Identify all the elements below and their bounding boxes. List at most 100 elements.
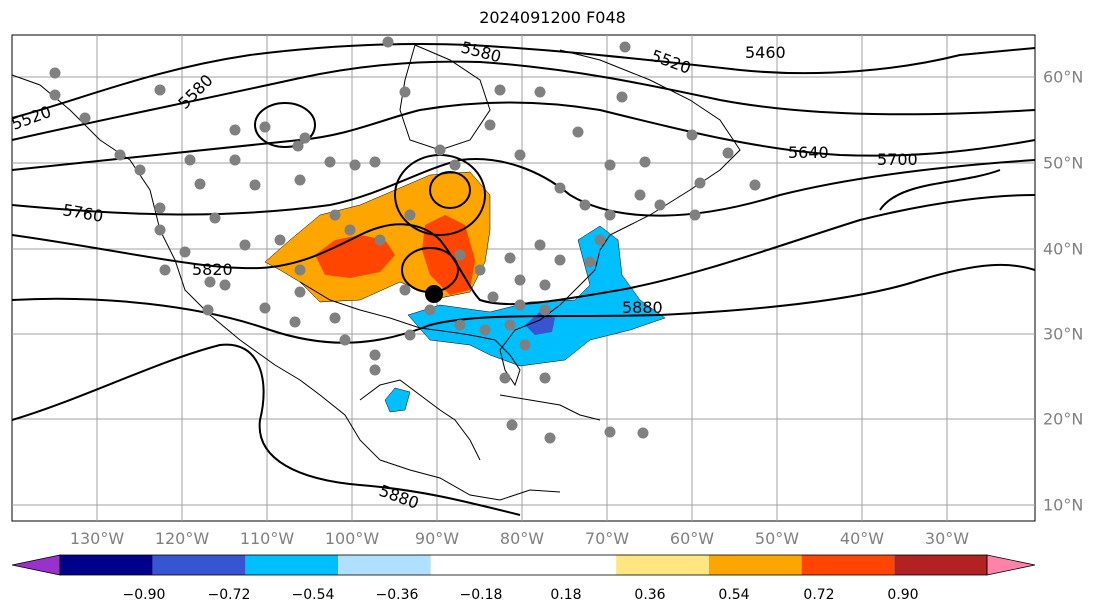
station-dot	[554, 182, 566, 194]
station-dot	[539, 304, 551, 316]
station-dot	[374, 234, 386, 246]
station-dot	[324, 156, 336, 168]
station-dot	[154, 224, 166, 236]
colorbar-tick-label: −0.18	[459, 587, 503, 603]
station-dot	[399, 86, 411, 98]
station-dot	[514, 274, 526, 286]
station-dot	[689, 209, 701, 221]
station-dot	[259, 121, 271, 133]
station-dot	[694, 177, 706, 189]
lat-label: 50°N	[1043, 153, 1084, 173]
colorbar-tick-label: 0.54	[718, 587, 750, 603]
station-dot	[114, 149, 126, 161]
station-dot	[534, 239, 546, 251]
lat-label: 40°N	[1043, 239, 1084, 259]
station-dot	[554, 254, 566, 266]
storm-center-marker	[425, 285, 443, 303]
station-dot	[484, 119, 496, 131]
station-dot	[159, 264, 171, 276]
colorbar-tick-label: −0.72	[207, 587, 251, 603]
station-dot	[634, 189, 646, 201]
contour-label: 5460	[745, 43, 786, 62]
lon-label: 30°W	[924, 529, 970, 548]
station-dot	[604, 426, 616, 438]
station-dot	[604, 209, 616, 221]
station-dot	[294, 264, 306, 276]
station-dot	[424, 304, 436, 316]
colorbar-tick-label: −0.90	[122, 587, 166, 603]
station-dot	[594, 234, 606, 246]
lat-label: 60°N	[1043, 67, 1084, 87]
station-dot	[506, 419, 518, 431]
station-dot	[209, 212, 221, 224]
station-dot	[454, 319, 466, 331]
station-dot	[79, 112, 91, 124]
station-dot	[274, 234, 286, 246]
station-dot	[749, 179, 761, 191]
station-dot	[259, 302, 271, 314]
station-dot	[499, 372, 511, 384]
colorbar-tick-label: −0.36	[375, 587, 419, 603]
lon-label: 100°W	[324, 529, 380, 548]
station-dot	[474, 264, 486, 276]
anomaly-core-west	[315, 235, 395, 278]
station-dot	[534, 86, 546, 98]
station-dot	[299, 132, 311, 144]
height-contours	[11, 42, 1036, 516]
colorbar-tick-label: 0.72	[803, 587, 835, 603]
station-dot	[637, 427, 649, 439]
station-dot	[49, 67, 61, 79]
station-dot	[722, 147, 734, 159]
lon-label: 80°W	[499, 529, 545, 548]
station-dot	[204, 276, 216, 288]
lon-label: 90°W	[414, 529, 460, 548]
station-dot	[329, 312, 341, 324]
station-dot	[616, 91, 628, 103]
station-dot	[239, 239, 251, 251]
station-dot	[349, 159, 361, 171]
station-dot	[202, 304, 214, 316]
station-dot	[179, 246, 191, 258]
contour-label: 5820	[192, 260, 233, 279]
lon-label: 110°W	[239, 529, 295, 548]
lon-label: 130°W	[69, 529, 125, 548]
station-dot	[154, 202, 166, 214]
lat-label: 20°N	[1043, 409, 1084, 429]
contour-label: 5700	[877, 150, 918, 169]
anomaly-negative-gulf	[384, 387, 411, 413]
station-dot	[294, 286, 306, 298]
station-dot	[619, 41, 631, 53]
station-dot	[369, 349, 381, 361]
contour-label: 5640	[788, 143, 829, 162]
station-dot	[572, 126, 584, 138]
station-dot	[544, 432, 556, 444]
station-dot	[604, 159, 616, 171]
lon-label: 50°W	[754, 529, 800, 548]
station-dot	[184, 154, 196, 166]
colorbar-tick-label: 0.18	[550, 587, 582, 603]
station-dot	[229, 154, 241, 166]
contour-label: 5880	[622, 298, 663, 317]
station-dot	[454, 249, 466, 261]
station-dot	[382, 36, 394, 48]
station-dot	[219, 279, 231, 291]
station-dot	[49, 89, 61, 101]
station-dot	[229, 124, 241, 136]
station-dot	[134, 164, 146, 176]
station-dot	[329, 209, 341, 221]
station-dot	[292, 140, 304, 152]
station-dot	[434, 144, 446, 156]
station-dot	[449, 159, 461, 171]
station-dot	[479, 324, 491, 336]
station-dot	[339, 334, 351, 346]
station-dot	[539, 372, 551, 384]
station-dot	[514, 149, 526, 161]
station-dot	[154, 84, 166, 96]
station-dot	[289, 316, 301, 328]
station-dot	[249, 179, 261, 191]
station-dot	[514, 299, 526, 311]
station-dot	[579, 199, 591, 211]
station-dot	[404, 329, 416, 341]
station-markers	[49, 36, 761, 444]
colorbar-tick-label: 0.36	[634, 587, 666, 603]
